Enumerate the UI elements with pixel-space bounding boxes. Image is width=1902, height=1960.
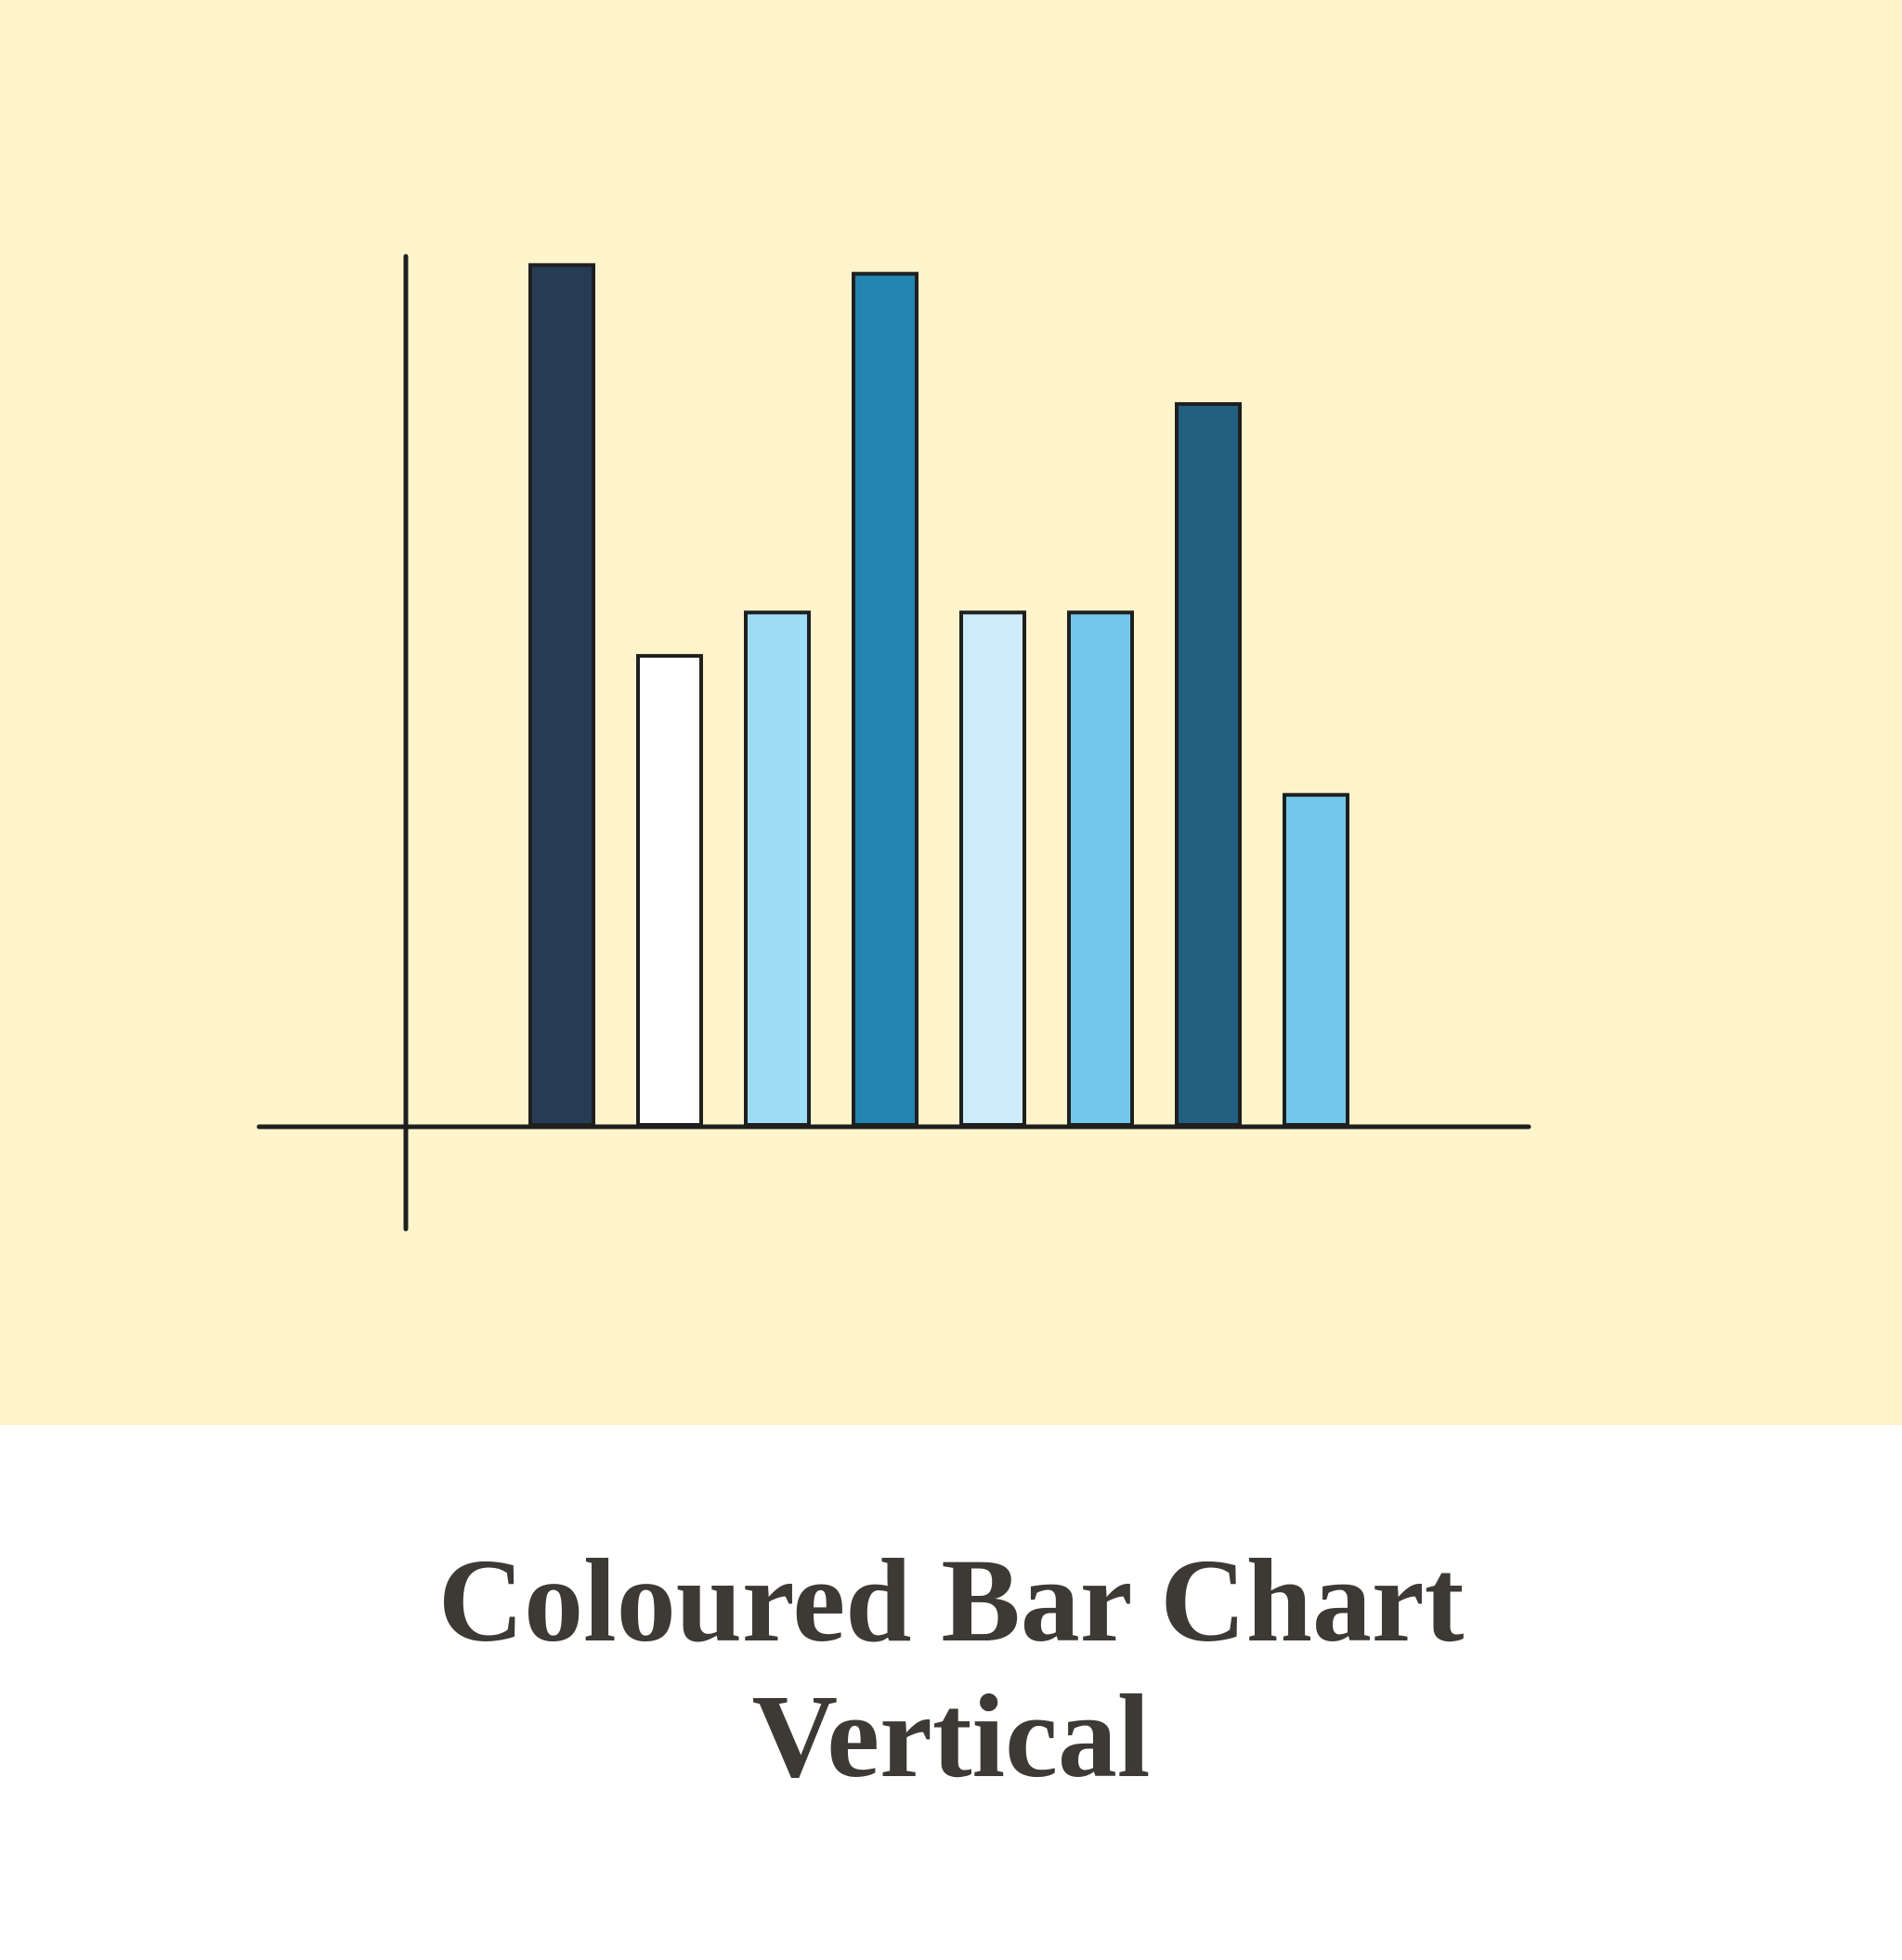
chart xyxy=(0,0,1902,1425)
background xyxy=(0,0,1902,1425)
bar xyxy=(852,271,918,1127)
bar xyxy=(1283,792,1349,1127)
bar xyxy=(636,654,703,1127)
bar xyxy=(1175,401,1242,1127)
chart-title: Coloured Bar Chart Vertical xyxy=(437,1535,1465,1802)
bar xyxy=(744,610,811,1127)
bar xyxy=(959,610,1026,1127)
bar xyxy=(1067,610,1134,1127)
bar xyxy=(528,263,595,1128)
